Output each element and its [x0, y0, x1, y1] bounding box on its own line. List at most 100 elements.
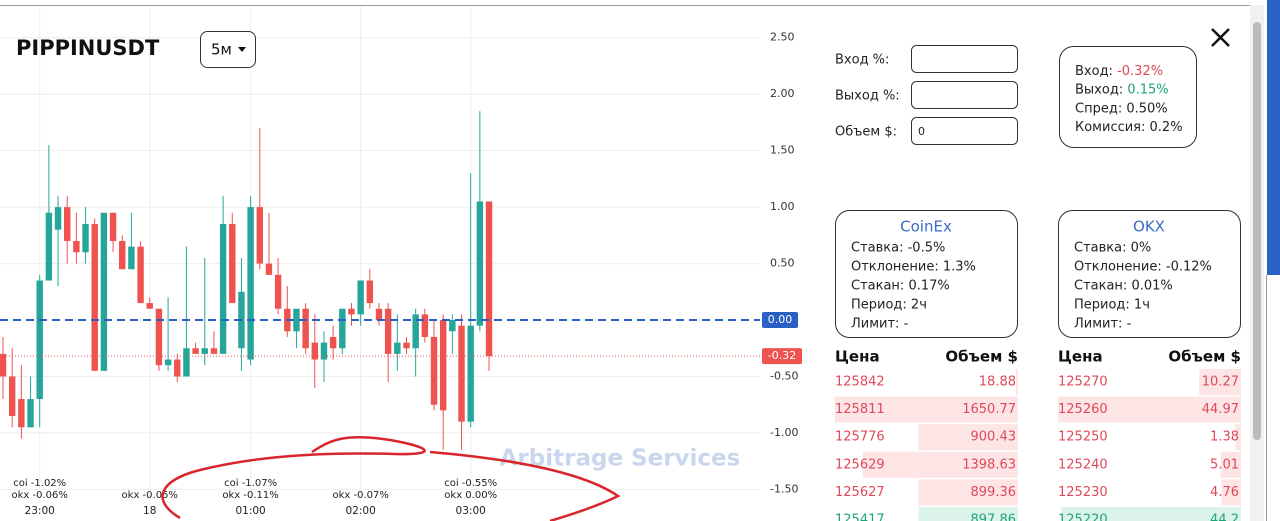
y-tick-label: -1.00 — [770, 426, 798, 439]
input-field[interactable] — [911, 117, 1018, 145]
candle-body — [0, 353, 7, 377]
exchange-stat: Ставка: -0.5% — [851, 241, 945, 256]
summary-label: Комиссия: — [1075, 120, 1150, 135]
candle-body — [430, 336, 438, 405]
last-price-label: -0.32 — [768, 349, 796, 362]
depth-bar — [1199, 369, 1241, 395]
depth-bar — [835, 396, 1018, 423]
candle-body — [219, 224, 227, 354]
book-volume: 5.01 — [1210, 457, 1239, 472]
exchange-name: OKX — [1133, 218, 1165, 236]
book-price: 125811 — [835, 402, 885, 417]
book-price: 125260 — [1058, 402, 1108, 417]
summary-value: 0.15% — [1127, 82, 1168, 97]
depth-bar — [1015, 369, 1018, 395]
zero-label-box — [762, 312, 798, 329]
y-tick-label: 2.50 — [770, 31, 795, 44]
close-button[interactable] — [1211, 28, 1230, 47]
candle-body — [265, 263, 273, 275]
book-price: 125230 — [1058, 485, 1108, 500]
candle-body — [210, 348, 218, 354]
summary-value: 0.50% — [1126, 101, 1167, 116]
input-field[interactable] — [911, 81, 1018, 109]
candle-body — [18, 399, 25, 428]
candle-body — [247, 207, 254, 360]
exchange-stat: Период: 1ч — [1074, 298, 1150, 313]
y-tick-label: -1.50 — [770, 482, 798, 495]
depth-bar — [1235, 424, 1241, 451]
candle-body — [192, 348, 199, 354]
exchange-stat: Отклонение: -0.12% — [1074, 260, 1212, 275]
candle-body — [375, 308, 383, 321]
x-tick-label: 01:00 — [235, 505, 265, 517]
funding-note: coi -1.02% — [13, 478, 66, 489]
candle-body — [100, 212, 108, 371]
candle-body — [183, 348, 190, 377]
depth-bar — [918, 424, 1018, 451]
book-volume: 900.43 — [971, 430, 1017, 445]
candle-body — [54, 207, 62, 230]
book-volume: 1650.77 — [962, 402, 1016, 417]
book-price: 125842 — [835, 375, 885, 390]
book-price: 125240 — [1058, 457, 1108, 472]
exchange-stat: Лимит: - — [851, 317, 909, 332]
candle-body — [412, 314, 419, 349]
candle-body — [485, 201, 493, 357]
chart: 2.50 2.00 1.50 1.00 0.50 -0.50 -1.00 -1.50 23:00… — [0, 6, 802, 517]
candle-body — [91, 224, 98, 371]
depth-bar — [1061, 507, 1241, 521]
y-tick-label: 2.00 — [770, 87, 795, 100]
candle-body — [119, 240, 126, 270]
book-header: Объем $ — [1168, 348, 1241, 366]
symbol-title: PIPPINUSDT — [16, 36, 160, 60]
summary-value: -0.32% — [1117, 64, 1163, 79]
candle-body — [293, 308, 300, 332]
interval-dropdown[interactable] — [200, 31, 256, 68]
candle-body — [201, 348, 208, 354]
candle-body — [348, 308, 355, 315]
y-tick-label: 0.50 — [770, 257, 795, 270]
funding-note: okx -0.05% — [122, 490, 178, 501]
summary-box — [1059, 46, 1197, 148]
input-label: Вход %: — [835, 53, 889, 68]
interval-label: 5м — [211, 41, 232, 59]
candle-body — [467, 325, 474, 422]
depth-bar — [1220, 451, 1241, 478]
summary-value: 0.2% — [1150, 120, 1183, 135]
candle-body — [137, 246, 144, 304]
candle-body — [64, 207, 71, 241]
summary-label: Выход: — [1075, 82, 1127, 97]
x-tick-label: 03:00 — [456, 505, 486, 517]
scrollbar-thumb[interactable] — [1253, 22, 1261, 440]
funding-note: okx -0.07% — [332, 490, 388, 501]
candle-body — [36, 280, 43, 400]
candle-body — [302, 308, 309, 349]
candle-body — [357, 280, 364, 315]
book-price: 125629 — [835, 457, 885, 472]
candle-body — [274, 274, 282, 309]
depth-bar — [1058, 396, 1241, 423]
candle-body — [339, 308, 346, 349]
candle-body — [449, 320, 456, 332]
exchange-box — [835, 210, 1018, 338]
depth-bar — [918, 479, 1018, 506]
candle-body — [82, 224, 89, 253]
summary-label: Вход: — [1075, 64, 1117, 79]
book-volume: 1398.63 — [962, 457, 1016, 472]
input-label: Выход %: — [835, 89, 900, 104]
exchange-stat: Стакан: 0.01% — [1074, 279, 1173, 294]
y-tick-label: -0.50 — [770, 369, 798, 382]
y-tick-label: 1.50 — [770, 144, 795, 157]
input-field[interactable] — [911, 45, 1018, 73]
side-tab[interactable] — [1267, 0, 1280, 275]
candle-body — [146, 303, 153, 309]
exchange-stat: Стакан: 0.17% — [851, 279, 950, 294]
candle-body — [256, 207, 263, 264]
book-price: 125250 — [1058, 430, 1108, 445]
x-tick-label: 23:00 — [25, 505, 55, 517]
candle-body — [320, 342, 328, 360]
candle-body — [73, 240, 80, 253]
book-volume: 1.38 — [1210, 430, 1239, 445]
side-panel: Вход %: Выход %: Объем $: 0 Вход: -0.32% Выхо… — [835, 45, 1241, 521]
candle-body — [458, 325, 465, 422]
